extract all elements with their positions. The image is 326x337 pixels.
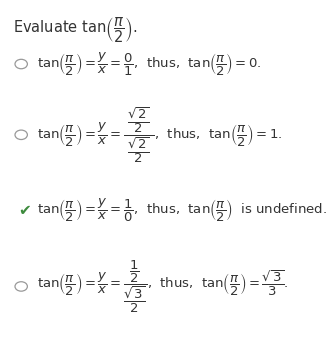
Text: $\tan\!\left(\dfrac{\pi}{2}\right) = \dfrac{y}{x} = \dfrac{1}{0}$,  thus,  $\tan: $\tan\!\left(\dfrac{\pi}{2}\right) = \df…: [37, 197, 326, 224]
Text: ✔: ✔: [18, 203, 31, 218]
Text: Evaluate $\tan\!\left(\dfrac{\pi}{2}\right)$.: Evaluate $\tan\!\left(\dfrac{\pi}{2}\rig…: [13, 15, 137, 45]
Text: $\tan\!\left(\dfrac{\pi}{2}\right) = \dfrac{y}{x} = \dfrac{0}{1}$,  thus,  $\tan: $\tan\!\left(\dfrac{\pi}{2}\right) = \df…: [37, 51, 262, 78]
Text: $\tan\!\left(\dfrac{\pi}{2}\right) = \dfrac{y}{x} = \dfrac{\;\dfrac{1}{2}\;}{\df: $\tan\!\left(\dfrac{\pi}{2}\right) = \df…: [37, 258, 289, 314]
Text: $\tan\!\left(\dfrac{\pi}{2}\right) = \dfrac{y}{x} = \dfrac{\;\dfrac{\sqrt{2}}{2}: $\tan\!\left(\dfrac{\pi}{2}\right) = \df…: [37, 105, 283, 165]
